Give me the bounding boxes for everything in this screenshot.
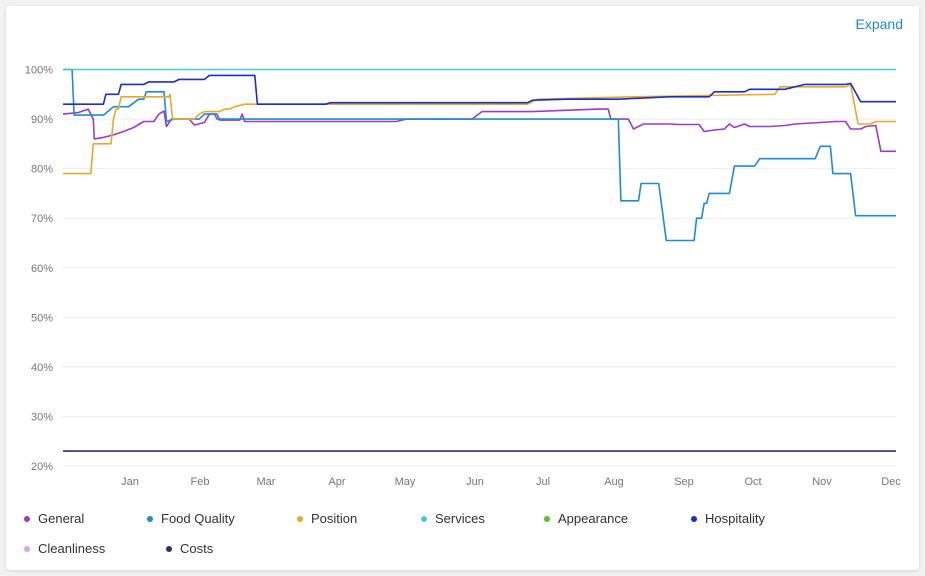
legend-dot-icon — [297, 515, 303, 522]
expand-link[interactable]: Expand — [855, 16, 903, 32]
y-tick-label: 30% — [31, 411, 53, 423]
legend-dot-icon — [421, 515, 427, 522]
x-tick-label: Nov — [812, 476, 832, 488]
legend-label: Costs — [180, 541, 214, 556]
legend-dot-icon — [24, 545, 30, 552]
y-tick-label: 50% — [31, 312, 53, 324]
legend-item-general[interactable]: General — [24, 511, 84, 526]
x-tick-label: Jan — [121, 476, 139, 488]
legend-label: Position — [311, 511, 358, 526]
y-tick-label: 70% — [31, 213, 53, 225]
legend-dot-icon — [24, 515, 30, 522]
legend-item-appearance[interactable]: Appearance — [544, 511, 628, 526]
legend-item-hospitality[interactable]: Hospitality — [691, 511, 765, 526]
legend-label: General — [38, 511, 85, 526]
legend-item-services[interactable]: Services — [421, 511, 485, 526]
legend-dot-icon — [544, 515, 550, 522]
legend-dot-icon — [166, 545, 172, 552]
y-tick-label: 90% — [31, 114, 53, 126]
x-tick-label: May — [395, 476, 416, 488]
x-tick-label: Mar — [257, 476, 276, 488]
x-tick-label: Feb — [191, 476, 210, 488]
series-line-position[interactable] — [63, 83, 896, 175]
legend-item-position[interactable]: Position — [297, 511, 357, 526]
series-line-food-quality[interactable] — [63, 68, 896, 242]
legend-dot-icon — [147, 515, 153, 522]
y-tick-label: 60% — [31, 263, 53, 275]
y-tick-label: 40% — [31, 362, 53, 374]
x-tick-label: Jul — [536, 476, 550, 488]
legend-item-food-quality[interactable]: Food Quality — [147, 511, 235, 526]
chart-card: Expand — [6, 6, 919, 570]
x-tick-label: Oct — [744, 476, 761, 488]
series-line-general[interactable] — [62, 108, 896, 153]
legend-item-costs[interactable]: Costs — [166, 541, 213, 556]
line-chart: 20% 30% 40% 50% 60% 70% 80% 90% 100% Jan Feb Mar Apr… — [25, 65, 901, 489]
legend-item-cleanliness[interactable]: Cleanliness — [24, 541, 105, 556]
series-line-hospitality[interactable] — [63, 74, 896, 105]
legend-label: Appearance — [558, 511, 629, 526]
x-tick-label: Apr — [328, 476, 345, 488]
x-tick-label: Dec — [881, 476, 901, 488]
x-tick-label: Aug — [604, 476, 624, 488]
legend-dot-icon — [691, 515, 697, 522]
legend-label: Hospitality — [705, 511, 765, 526]
legend-label: Food Quality — [161, 511, 235, 526]
legend-label: Cleanliness — [38, 541, 106, 556]
y-tick-label: 20% — [31, 461, 53, 473]
y-tick-label: 80% — [31, 164, 53, 176]
x-tick-label: Sep — [674, 476, 694, 488]
y-tick-label: 100% — [25, 65, 53, 77]
legend-label: Services — [435, 511, 485, 526]
x-tick-label: Jun — [466, 476, 484, 488]
